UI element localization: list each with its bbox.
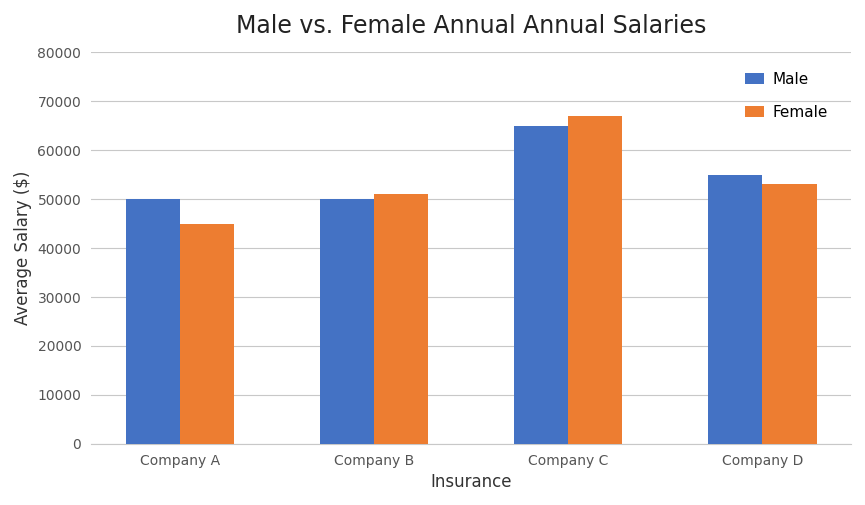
Bar xyxy=(180,224,234,444)
X-axis label: Insurance: Insurance xyxy=(430,473,512,491)
Title: Male vs. Female Annual Annual Salaries: Male vs. Female Annual Annual Salaries xyxy=(236,14,706,38)
Bar xyxy=(374,194,428,444)
Bar xyxy=(125,199,180,444)
Bar xyxy=(568,116,623,444)
Bar xyxy=(708,175,762,444)
Bar xyxy=(320,199,374,444)
Legend: Male, Female: Male, Female xyxy=(738,64,836,127)
Bar xyxy=(514,126,568,444)
Bar xyxy=(762,184,817,444)
Y-axis label: Average Salary ($): Average Salary ($) xyxy=(14,171,32,325)
